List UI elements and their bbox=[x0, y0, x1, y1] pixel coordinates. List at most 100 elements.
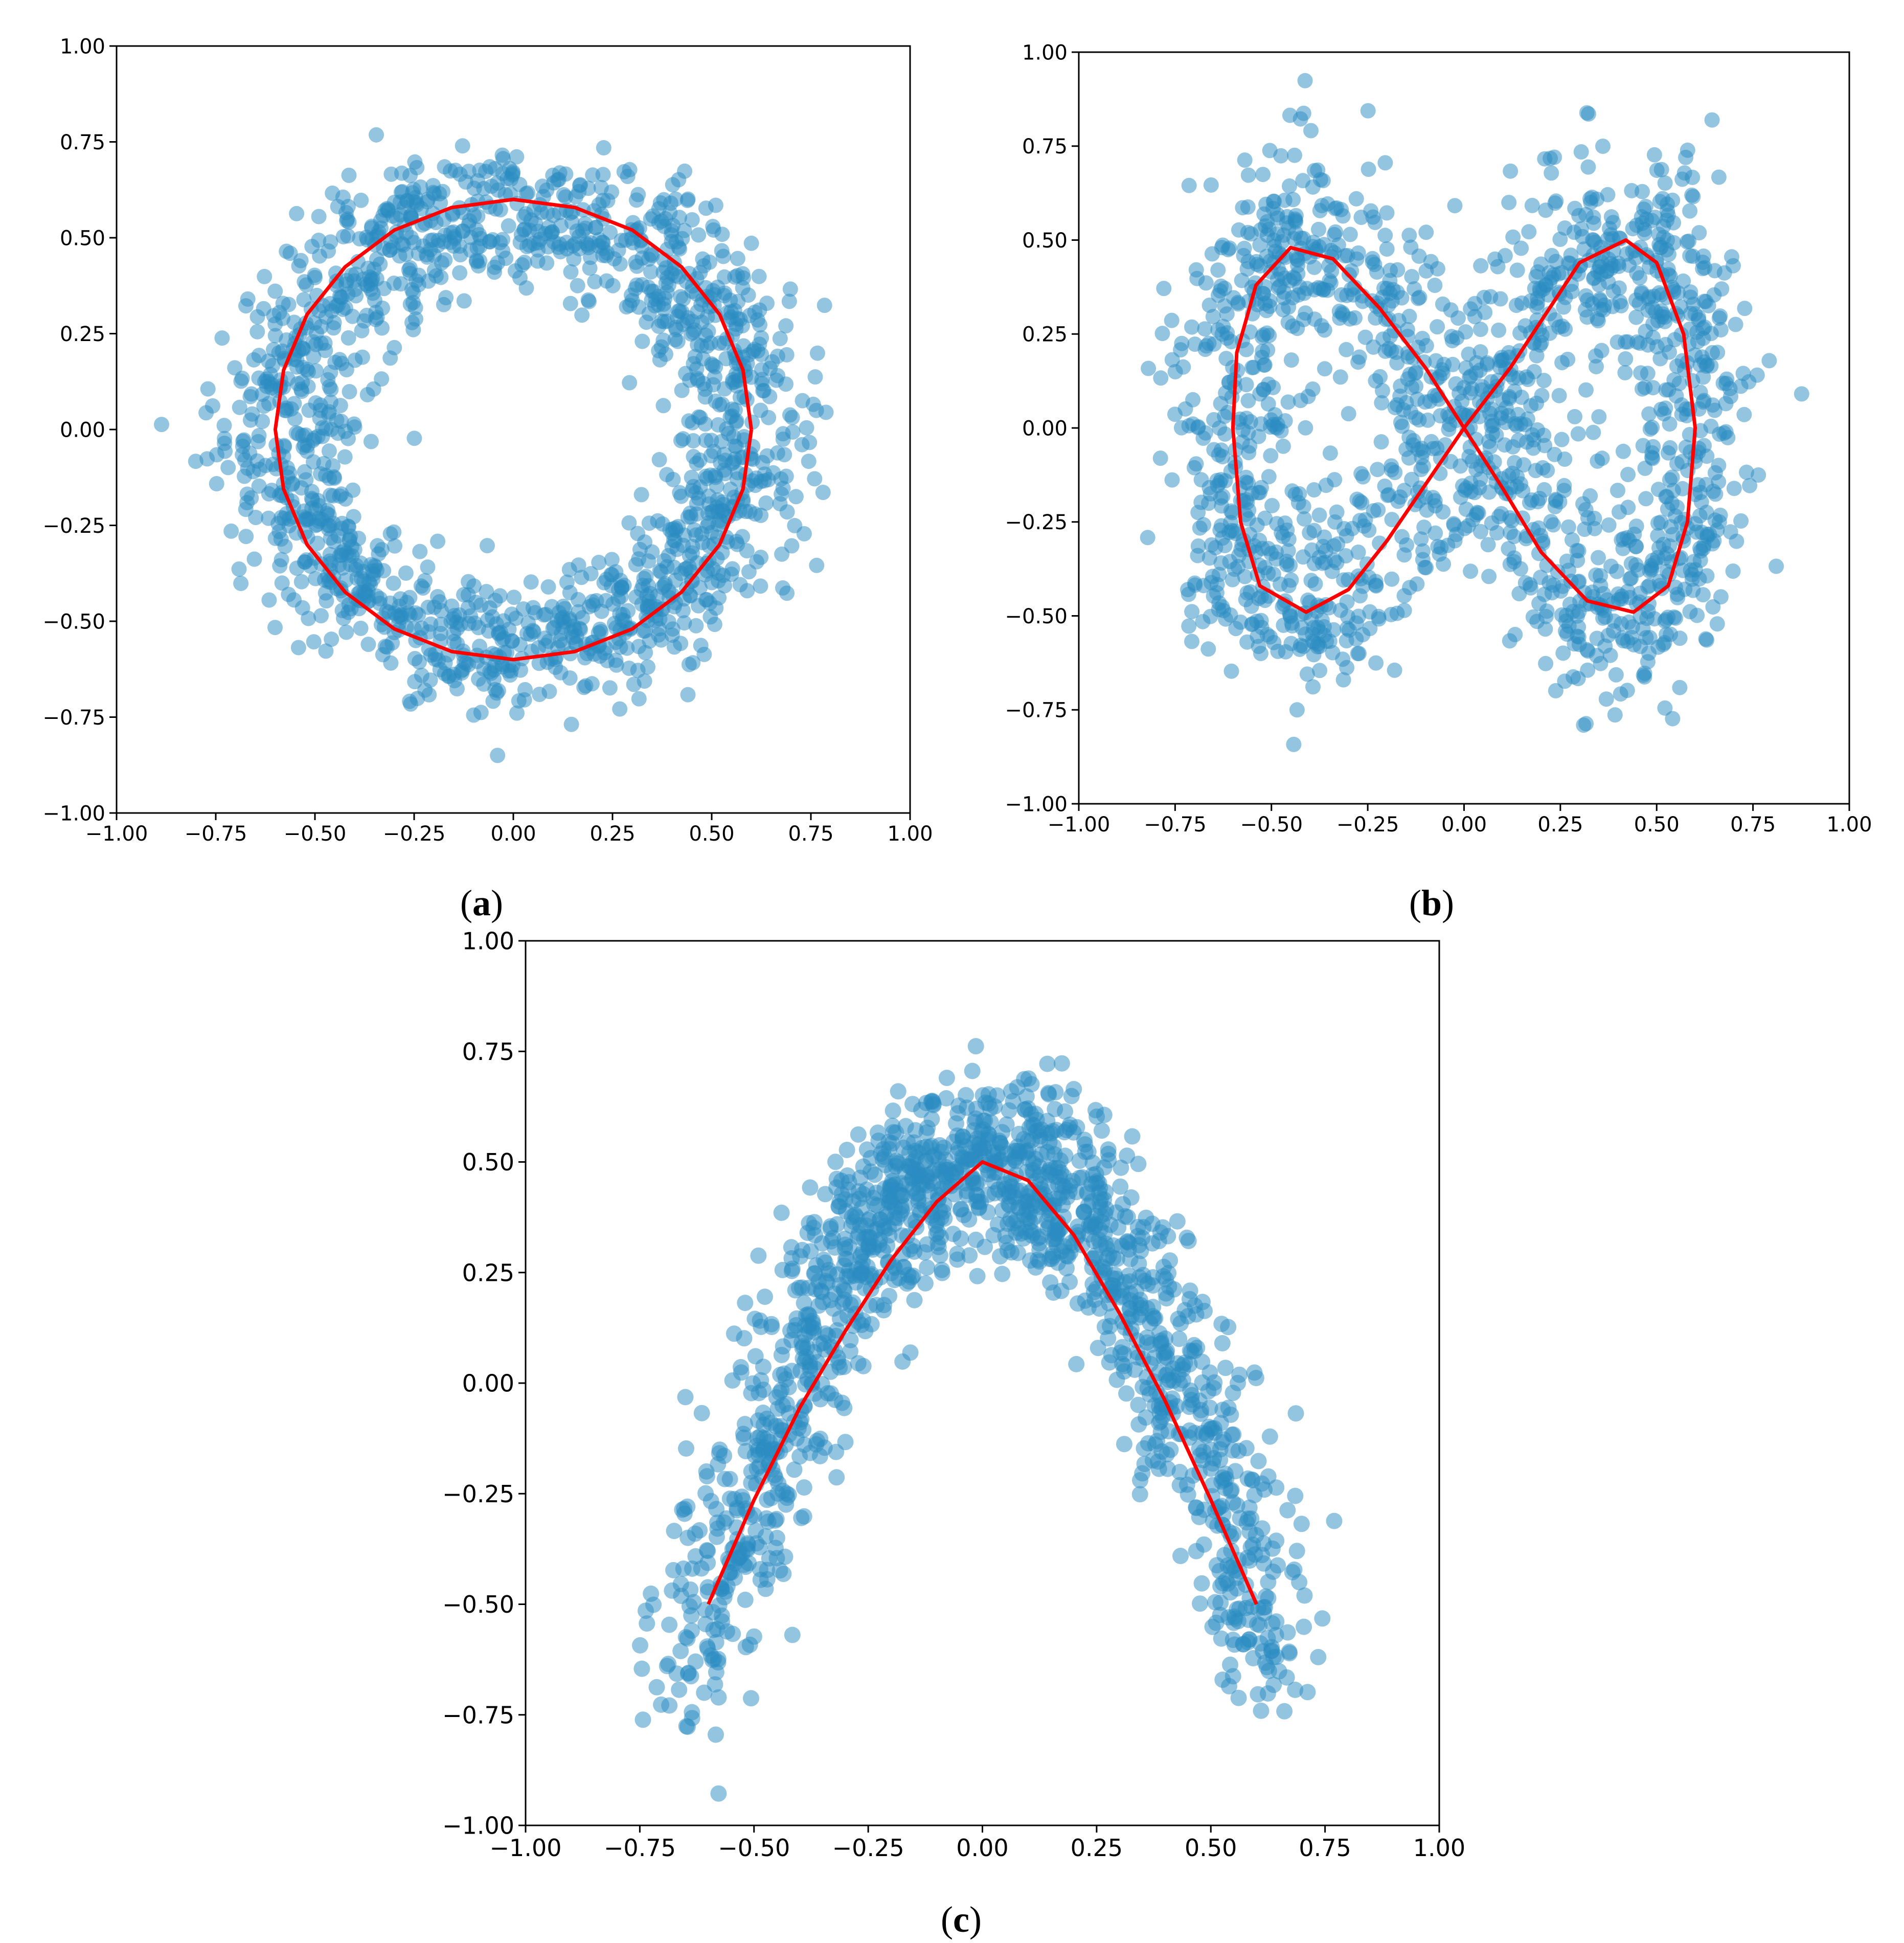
x-tick-label: 0.75 bbox=[788, 822, 833, 846]
data-point bbox=[1662, 268, 1678, 284]
data-point bbox=[1138, 1409, 1154, 1426]
data-point bbox=[309, 535, 325, 551]
data-point bbox=[724, 1625, 741, 1642]
data-point bbox=[888, 1158, 904, 1174]
data-point bbox=[1218, 611, 1234, 627]
data-point bbox=[289, 206, 305, 221]
data-point bbox=[1707, 465, 1723, 481]
data-point bbox=[460, 587, 476, 603]
data-point bbox=[1695, 541, 1711, 556]
data-point bbox=[726, 1325, 742, 1342]
data-point bbox=[1619, 683, 1635, 698]
data-point bbox=[436, 297, 451, 312]
data-point bbox=[1244, 1537, 1261, 1553]
data-point bbox=[730, 293, 746, 309]
y-tick-label: −0.25 bbox=[42, 514, 105, 538]
data-point bbox=[818, 404, 834, 420]
data-point bbox=[1164, 472, 1180, 488]
data-point bbox=[1554, 432, 1570, 447]
data-point bbox=[775, 580, 790, 596]
data-point bbox=[408, 605, 423, 621]
data-point bbox=[274, 575, 290, 591]
data-point bbox=[563, 716, 579, 732]
data-point bbox=[1261, 376, 1276, 392]
data-point bbox=[1339, 633, 1354, 649]
data-point bbox=[1578, 716, 1594, 732]
data-point bbox=[1261, 1428, 1278, 1445]
data-point bbox=[807, 471, 823, 487]
data-point bbox=[383, 166, 399, 182]
data-point bbox=[227, 360, 243, 376]
data-point bbox=[587, 274, 603, 289]
data-point bbox=[1152, 450, 1168, 466]
data-point bbox=[1695, 587, 1711, 603]
data-point bbox=[293, 253, 309, 268]
data-point bbox=[430, 533, 446, 549]
data-point bbox=[1396, 602, 1412, 618]
data-point bbox=[399, 193, 415, 209]
y-tick-label: −1.00 bbox=[1005, 793, 1068, 816]
data-point bbox=[1186, 1425, 1203, 1441]
data-point bbox=[672, 485, 688, 501]
data-point bbox=[473, 705, 489, 720]
data-point bbox=[308, 363, 324, 379]
data-point bbox=[539, 255, 555, 271]
data-point bbox=[1293, 111, 1308, 127]
data-point bbox=[1134, 1465, 1151, 1482]
data-point bbox=[591, 555, 607, 570]
data-point bbox=[680, 1664, 697, 1681]
data-point bbox=[817, 1254, 834, 1271]
data-point bbox=[1794, 386, 1809, 402]
data-point bbox=[1282, 178, 1297, 194]
data-point bbox=[853, 1265, 870, 1282]
data-point bbox=[1557, 220, 1573, 236]
data-point bbox=[691, 227, 707, 243]
data-point bbox=[1442, 417, 1458, 433]
data-point bbox=[1329, 555, 1345, 571]
data-point bbox=[710, 1689, 727, 1706]
data-point bbox=[313, 335, 329, 351]
x-tick-label: −1.00 bbox=[85, 822, 148, 846]
data-point bbox=[718, 1510, 735, 1527]
data-point bbox=[1212, 1607, 1229, 1623]
data-point bbox=[1708, 486, 1724, 502]
data-point bbox=[716, 269, 732, 285]
data-point bbox=[1699, 568, 1715, 584]
data-point bbox=[1235, 200, 1251, 216]
data-point bbox=[828, 1469, 845, 1486]
data-point bbox=[831, 1359, 848, 1376]
data-point bbox=[1278, 644, 1294, 660]
data-point bbox=[525, 623, 541, 639]
data-point bbox=[1524, 492, 1539, 508]
data-point bbox=[1704, 112, 1720, 128]
data-point bbox=[604, 552, 620, 568]
data-point bbox=[1201, 335, 1217, 351]
x-tick-label: −1.00 bbox=[490, 1834, 562, 1862]
data-point bbox=[1318, 478, 1334, 493]
data-point bbox=[333, 486, 349, 502]
data-point bbox=[1256, 357, 1272, 373]
data-point bbox=[735, 1429, 752, 1446]
data-point bbox=[335, 229, 351, 244]
data-point bbox=[1217, 1465, 1234, 1482]
data-point bbox=[1456, 380, 1472, 396]
data-point bbox=[1311, 221, 1326, 237]
data-point bbox=[1606, 613, 1622, 629]
y-tick-label: −0.75 bbox=[442, 1701, 514, 1729]
data-point bbox=[1660, 207, 1676, 223]
panel-caption-letter: a bbox=[472, 883, 491, 923]
data-point bbox=[1263, 448, 1279, 464]
data-point bbox=[286, 314, 302, 330]
data-point bbox=[492, 235, 508, 251]
data-point bbox=[1193, 1575, 1210, 1592]
data-point bbox=[1119, 1147, 1136, 1164]
data-point bbox=[642, 633, 658, 649]
data-point bbox=[752, 302, 767, 318]
data-point bbox=[653, 1696, 670, 1713]
data-point bbox=[1230, 296, 1246, 312]
data-point bbox=[1483, 289, 1499, 305]
data-point bbox=[1377, 478, 1393, 494]
data-point bbox=[505, 166, 520, 182]
data-point bbox=[1660, 609, 1676, 625]
